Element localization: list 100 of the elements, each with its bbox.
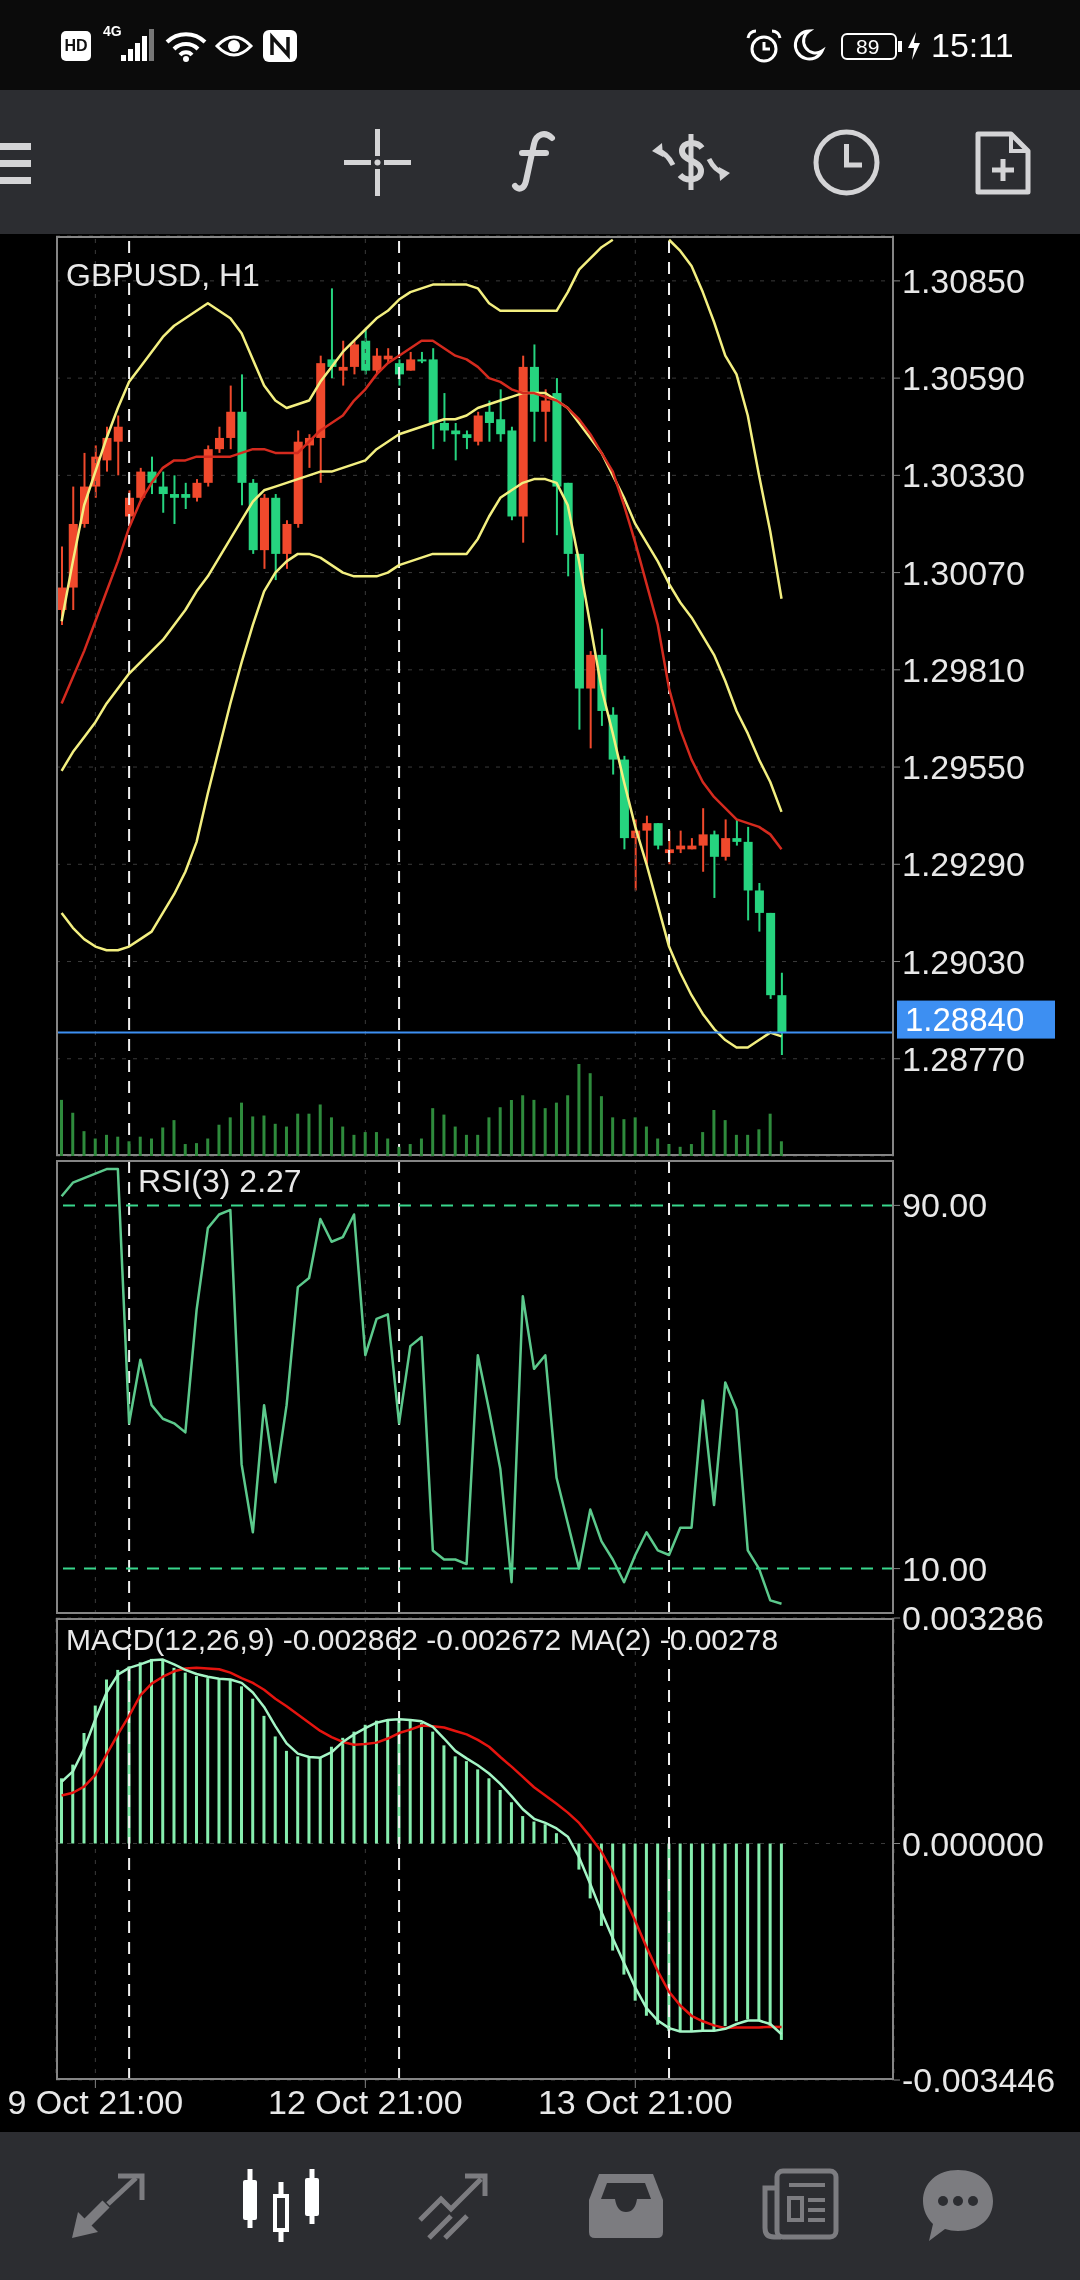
bar: [341, 1737, 345, 1844]
bar: [284, 1750, 288, 1844]
candlestick: [338, 339, 348, 387]
bar: [71, 1764, 75, 1844]
bar: [723, 1843, 727, 2027]
bar: [723, 1120, 727, 1156]
candlestick: [406, 350, 416, 372]
bar: [678, 1146, 682, 1156]
bar: [82, 1131, 86, 1156]
bar: [453, 1126, 457, 1156]
line-series: [60, 477, 783, 1049]
bar: [149, 1138, 153, 1156]
y-tick-label: -0.003446: [902, 2061, 1056, 2100]
candlestick: [349, 339, 359, 376]
bar: [464, 1134, 468, 1156]
bar: [194, 1143, 198, 1156]
bar: [622, 1843, 626, 1975]
y-tick-label: 1.29810: [902, 650, 1025, 689]
y-tick-label: 1.29550: [902, 748, 1025, 787]
y-tick-label: 1.28770: [902, 1039, 1025, 1078]
bar: [543, 1824, 547, 1844]
text: HD: [61, 31, 91, 61]
bar: [588, 1073, 592, 1156]
bar: [284, 1126, 288, 1156]
bar: [768, 1843, 772, 2027]
bar: [104, 1679, 108, 1844]
bar: [262, 1715, 266, 1844]
bar: [779, 1843, 783, 2040]
bar: [476, 1769, 480, 1844]
bar: [71, 1112, 75, 1156]
bar: [93, 1705, 97, 1844]
bar: [768, 1113, 772, 1156]
bar: [104, 1134, 108, 1156]
bar: [408, 1720, 412, 1844]
bar: [712, 1110, 716, 1156]
candlestick: [496, 388, 506, 443]
bar: [442, 1745, 446, 1844]
bar: [554, 1102, 558, 1156]
bar: [217, 1124, 221, 1156]
bar: [397, 1146, 401, 1156]
bar: [532, 1821, 536, 1844]
bar: [183, 1672, 187, 1844]
bar: [419, 1138, 423, 1156]
candlestick: [709, 829, 719, 899]
x-tick-label: 12 Oct 21:00: [267, 2083, 463, 2122]
y-tick-label: 1.30070: [902, 553, 1025, 592]
bar: [689, 1144, 693, 1156]
line-series: [60, 339, 783, 851]
text: GBPUSD, H1: [66, 257, 260, 294]
bar: [543, 1108, 547, 1156]
bar: [161, 1660, 165, 1844]
bar: [408, 1144, 412, 1156]
bar: [273, 1123, 277, 1156]
bar: [206, 1678, 210, 1844]
text: 89: [856, 35, 880, 58]
candlestick: [754, 881, 764, 933]
bar: [667, 1144, 671, 1156]
y-tick-label: 1.30590: [902, 359, 1025, 398]
line-series: [60, 391, 783, 814]
bar: [217, 1679, 221, 1844]
bar: [228, 1680, 232, 1844]
bar: [318, 1104, 322, 1156]
bar: [757, 1843, 761, 2022]
bar: [487, 1778, 491, 1844]
bar: [633, 1117, 637, 1156]
candlestick: [181, 481, 191, 511]
bar: [374, 1132, 378, 1156]
candlestick: [462, 429, 472, 451]
bar: [296, 1756, 300, 1844]
bar: [419, 1722, 423, 1844]
bar: [239, 1102, 243, 1156]
bar: [296, 1113, 300, 1156]
bar: [386, 1138, 390, 1156]
chart-title: RSI(3) 2.27: [138, 1163, 302, 1200]
candlestick: [192, 478, 202, 503]
bar: [262, 1115, 266, 1156]
ref-line-label: 1.28840: [905, 1001, 1025, 1039]
bar: [329, 1746, 333, 1844]
candlestick: [113, 414, 123, 477]
bar: [689, 1843, 693, 2031]
y-tick-label: 1.29030: [902, 942, 1025, 981]
bar: [498, 1107, 502, 1156]
bar: [644, 1126, 648, 1156]
bar: [138, 1136, 142, 1156]
bar: [701, 1843, 705, 2031]
candlestick: [484, 399, 494, 443]
bar: [307, 1113, 311, 1156]
bar: [172, 1667, 176, 1844]
bar: [116, 1669, 120, 1844]
bar: [566, 1095, 570, 1156]
bar: [251, 1116, 255, 1156]
bar: [611, 1117, 615, 1156]
bar: [554, 1833, 558, 1844]
bar: [746, 1134, 750, 1156]
bar: [228, 1117, 232, 1156]
candlestick: [732, 818, 742, 847]
bar: [352, 1731, 356, 1844]
y-tick-label: 1.30850: [902, 261, 1025, 300]
candlestick: [653, 822, 663, 851]
bar: [431, 1108, 435, 1156]
